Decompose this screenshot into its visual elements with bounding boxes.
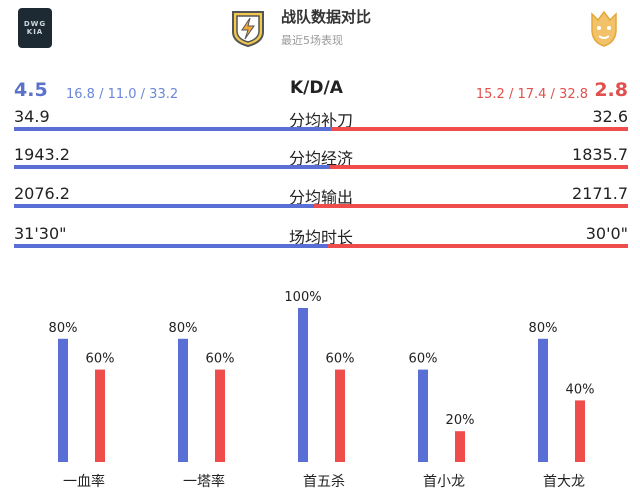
stat-row-gold: 1943.2 分均经济 1835.7 [14,144,628,170]
bar-value-label: 60% [326,352,355,367]
stat-bar-left [14,244,328,248]
stat-row-cs: 34.9 分均补刀 32.6 [14,106,628,132]
stat-row-damage: 2076.2 分均输出 2171.7 [14,183,628,209]
bar-value-label: 80% [169,321,198,336]
category-label: 一血率 [63,473,105,490]
stat-row-duration: 31'30" 场均时长 30'0" [14,223,628,249]
stat-right-value: 1835.7 [572,145,628,164]
bar-value-label: 20% [446,413,475,428]
stat-bar-right [330,165,628,169]
stat-label: 分均输出 [288,188,353,207]
category-label: 首小龙 [423,474,465,490]
stat-left-value: 1943.2 [14,145,70,164]
bar-一血率-s1 [95,369,105,462]
stat-bar-right [331,127,628,131]
page-subtitle: 最近5场表现 [281,34,343,47]
kda-row: 4.5 16.8 / 11.0 / 33.2 K/D/A 15.2 / 17.4… [0,76,640,106]
category-label: 首五杀 [303,474,345,490]
bar-首五杀-s0 [298,308,308,462]
stat-left-value: 34.9 [14,107,50,126]
stat-right-value: 32.6 [592,107,628,126]
bar-一塔率-s0 [178,338,188,462]
stat-label: 分均经济 [288,149,353,168]
category-label: 一塔率 [183,473,225,490]
bar-value-label: 60% [409,352,438,367]
kda-right-ratio: 2.8 [594,79,628,101]
bar-value-label: 80% [49,321,78,336]
header: DWG KIA 战队数据对比 最近5场表现 [0,0,640,70]
bar-一血率-s0 [58,338,68,462]
stat-bar-right [328,244,628,248]
team-logo-left: DWG KIA [18,8,52,48]
stat-left-value: 31'30" [14,224,67,243]
stat-right-value: 2171.7 [572,184,628,203]
stat-bar-right [314,204,628,208]
kda-left-ratio: 4.5 [14,79,48,101]
stat-left-value: 2076.2 [14,184,70,203]
bar-value-label: 40% [566,382,595,397]
kda-label: K/D/A [290,78,343,98]
bar-value-label: 80% [529,321,558,336]
bar-value-label: 60% [206,352,235,367]
stat-bar-left [14,165,330,169]
stat-right-value: 30'0" [585,224,628,243]
page-title: 战队数据对比 [281,8,372,26]
bar-首五杀-s1 [335,369,345,462]
stat-label: 场均时长 [288,228,353,247]
bar-首大龙-s0 [538,338,548,462]
bar-首大龙-s1 [575,400,585,462]
bar-value-label: 60% [86,352,115,367]
lion-logo-icon [591,10,617,47]
bar-首小龙-s0 [418,369,428,462]
stat-label: 分均补刀 [288,111,353,130]
bar-首小龙-s1 [455,431,465,462]
stat-bar-left [14,204,314,208]
bar-一塔率-s1 [215,369,225,462]
category-label: 首大龙 [543,474,585,490]
kda-right-detail: 15.2 / 17.4 / 32.8 [475,87,588,102]
kda-left-detail: 16.8 / 11.0 / 33.2 [66,87,179,102]
bar-value-label: 100% [284,290,321,305]
lightning-badge-icon [232,11,264,48]
stat-bar-left [14,127,331,131]
objective-rate-chart: 80% 80% 100% 60% 80% 60% 60% 60% 20% 40% 一血率 一塔率 首五杀… [49,290,595,490]
left-logo-text: DWG KIA [23,20,47,36]
